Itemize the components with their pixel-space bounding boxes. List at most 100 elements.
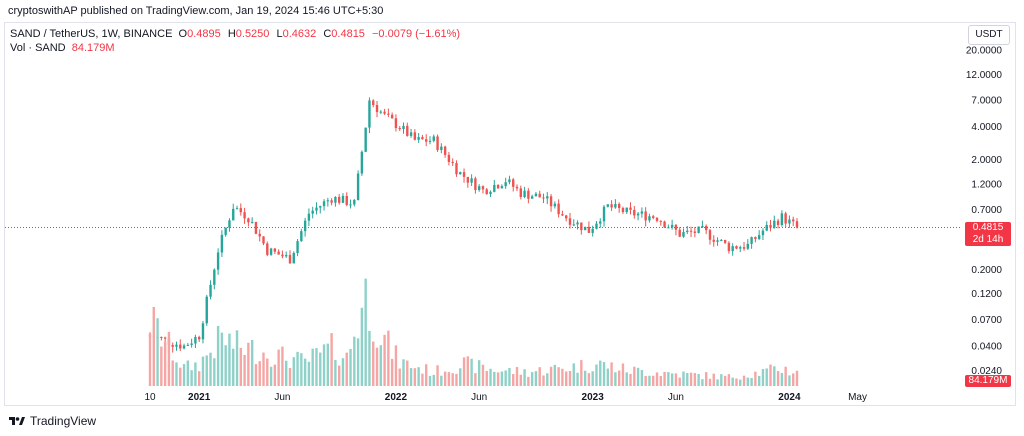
symbol-label[interactable]: SAND / TetherUS, 1W, BINANCE [10, 28, 173, 40]
candle-body [788, 219, 791, 224]
candle-body [197, 336, 201, 340]
volume-bar [300, 353, 303, 386]
candle-body [504, 182, 507, 187]
volume-bar [686, 373, 689, 386]
candle-body [349, 204, 352, 206]
candle-body [689, 230, 693, 232]
volume-bar [443, 371, 447, 386]
candle-body [512, 179, 515, 187]
candle-body [209, 284, 212, 297]
candle-body [205, 296, 208, 324]
candle-body [742, 247, 746, 249]
low-value: 0.4632 [282, 28, 317, 40]
volume-bar [156, 318, 159, 386]
candle-body [515, 186, 519, 189]
candle-body [644, 211, 647, 221]
candle-body [750, 237, 753, 244]
candle-body [387, 113, 390, 115]
volume-bar [735, 378, 738, 386]
volume-bar [773, 366, 776, 386]
volume-bar [315, 348, 318, 386]
candle-body [674, 224, 678, 230]
candle-body [784, 213, 787, 224]
y-tick-label: 7.0000 [971, 96, 1002, 107]
candle-body [731, 246, 734, 252]
candle-body [368, 100, 371, 128]
candle-body [375, 105, 379, 113]
volume-bar [383, 334, 386, 386]
volume-bar [587, 373, 591, 386]
publish-info: cryptoswithAP published on TradingView.c… [8, 5, 384, 17]
candle-body [773, 220, 776, 228]
candle-body [746, 243, 750, 249]
volume-bar [220, 332, 224, 386]
chart-frame[interactable] [4, 22, 1016, 406]
candle-body [617, 203, 621, 209]
volume-bar [197, 371, 201, 386]
volume-bar [670, 373, 674, 386]
volume-bar [595, 364, 598, 386]
volume-bar [201, 356, 205, 386]
candle-body [769, 224, 772, 228]
candle-body [307, 213, 311, 221]
candle-body [379, 111, 383, 113]
volume-label[interactable]: Vol · SAND [10, 42, 66, 54]
candle-body [190, 343, 193, 345]
volume-bar [160, 346, 163, 386]
candle-body [220, 234, 224, 253]
volume-bar [617, 370, 621, 386]
volume-bar [792, 373, 795, 386]
candle-body [708, 230, 712, 240]
candle-body [610, 204, 613, 208]
volume-bar [527, 376, 530, 386]
volume-bar [216, 325, 220, 386]
volume-bar [602, 362, 606, 386]
volume-bar [636, 367, 640, 386]
high-value: 0.5250 [235, 28, 270, 40]
candle-body [776, 220, 780, 226]
volume-bar [466, 356, 470, 386]
candle-body [712, 239, 715, 242]
candle-body [500, 186, 504, 189]
y-tick-label: 0.7000 [971, 205, 1002, 216]
candle-body [466, 176, 470, 183]
tradingview-brand[interactable]: TradingView [30, 414, 97, 428]
candle-body [459, 172, 462, 175]
candle-body [568, 218, 572, 225]
volume-bar [213, 358, 216, 386]
volume-bar [564, 371, 568, 386]
candle-body [580, 222, 583, 231]
change-value: −0.0079 (−1.61%) [372, 28, 461, 40]
volume-bar [795, 370, 799, 386]
volume-bar [701, 379, 704, 386]
volume-bar [288, 367, 292, 386]
candle-body [648, 216, 651, 221]
volume-bar [644, 375, 647, 386]
volume-bar [345, 352, 348, 386]
candle-body [436, 136, 439, 151]
volume-tag: 84.179M [965, 375, 1011, 387]
candle-body [266, 243, 269, 255]
candle-body [670, 224, 674, 228]
close-value: 0.4815 [331, 28, 365, 40]
volume-bar [413, 368, 417, 386]
volume-bar [254, 364, 258, 386]
x-tick-label: Jun [668, 392, 684, 403]
volume-bar [372, 341, 375, 386]
volume-bar [534, 371, 538, 386]
volume-bar [337, 365, 341, 386]
candle-body [186, 344, 190, 346]
candle-body [561, 214, 564, 216]
candle-body [735, 246, 738, 249]
y-tick-label: 0.1200 [971, 289, 1002, 300]
volume-bar [720, 374, 723, 386]
volume-bar [739, 379, 742, 386]
volume-bar [436, 365, 439, 386]
volume-bar [250, 339, 254, 386]
volume-bar [451, 373, 454, 386]
volume-bar [421, 373, 424, 386]
currency-unit-button[interactable]: USDT [968, 25, 1010, 45]
candle-body [372, 100, 375, 106]
candle-body [534, 193, 538, 197]
